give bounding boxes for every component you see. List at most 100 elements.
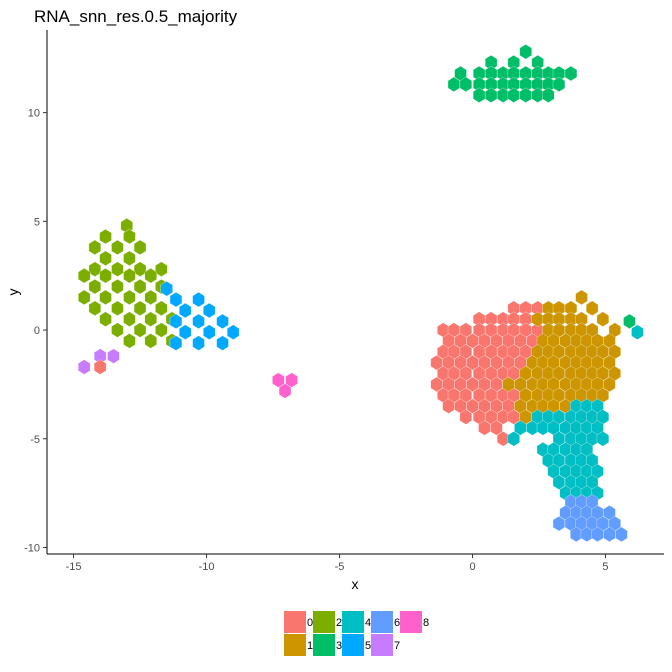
hex-cell-cluster-2 — [88, 300, 101, 316]
hex-cell-cluster-5 — [179, 302, 192, 319]
y-tick-label: -5 — [30, 434, 40, 446]
hex-cell-cluster-3 — [623, 313, 636, 329]
y-tick-label: -10 — [24, 542, 40, 554]
hex-cell-cluster-2 — [133, 261, 147, 277]
hex-cell-cluster-2 — [155, 261, 168, 277]
hex-cell-cluster-2 — [88, 261, 101, 277]
hex-cell-cluster-8 — [285, 372, 298, 388]
y-tick-label: 0 — [34, 325, 40, 337]
legend-key-3 — [313, 634, 335, 656]
hex-cell-cluster-5 — [179, 324, 192, 340]
legend-key-2 — [313, 611, 335, 633]
hex-cell-cluster-2 — [88, 239, 101, 255]
hex-cell-cluster-2 — [123, 250, 136, 266]
legend-key-8 — [400, 611, 422, 633]
hex-cell-cluster-7 — [78, 359, 91, 375]
hex-cell-cluster-1 — [531, 311, 544, 327]
hex-cell-cluster-2 — [78, 289, 91, 305]
legend: 0 1 2 3 4 5 6 7 8 — [284, 611, 429, 656]
x-tick-label: -10 — [199, 561, 215, 573]
hex-cell-cluster-2 — [99, 250, 112, 266]
hex-cell-cluster-2 — [88, 279, 101, 295]
hex-cell-cluster-5 — [203, 324, 216, 340]
x-tick-label: 0 — [469, 561, 475, 573]
hex-cell-cluster-2 — [144, 268, 157, 284]
hex-cell-cluster-3 — [519, 87, 532, 103]
legend-label-5: 5 — [365, 640, 371, 652]
legend-label-2: 2 — [336, 617, 342, 629]
legend-key-5 — [342, 634, 364, 656]
hex-cell-cluster-5 — [169, 335, 183, 351]
hex-cell-cluster-4 — [631, 324, 644, 340]
hex-cell-cluster-2 — [99, 229, 112, 245]
hex-cell-cluster-5 — [203, 302, 216, 319]
hex-cell-cluster-2 — [144, 289, 157, 305]
hex-cell-cluster-1 — [596, 311, 609, 327]
y-tick-label: 10 — [28, 108, 40, 120]
hex-cell-cluster-2 — [123, 289, 136, 305]
hex-cell-cluster-3 — [542, 87, 555, 103]
legend-label-1: 1 — [307, 640, 313, 652]
hex-cell-cluster-5 — [216, 313, 229, 329]
hex-cell-cluster-3 — [459, 76, 472, 92]
hex-cell-cluster-2 — [99, 268, 112, 284]
hex-cell-cluster-0 — [459, 409, 472, 425]
hex-cell-cluster-0 — [490, 420, 503, 436]
hex-cell-cluster-2 — [99, 311, 112, 327]
legend-key-1 — [284, 634, 306, 656]
hex-cell-cluster-0 — [94, 359, 107, 375]
hex-cell-cluster-5 — [169, 292, 183, 308]
hex-cell-cluster-2 — [155, 322, 168, 338]
legend-label-3: 3 — [336, 640, 342, 652]
y-axis-ticks: -10 -5 0 5 10 — [24, 108, 47, 554]
hex-cell-cluster-2 — [133, 300, 147, 316]
hex-cell-cluster-2 — [123, 311, 136, 327]
hex-cell-cluster-2 — [123, 333, 136, 349]
hex-cell-cluster-6 — [615, 526, 628, 542]
hex-cell-cluster-2 — [111, 300, 124, 316]
hex-cell-cluster-3 — [531, 87, 544, 103]
hex-cell-cluster-2 — [111, 239, 124, 255]
hex-cell-cluster-3 — [497, 87, 510, 103]
x-tick-label: 5 — [602, 561, 608, 573]
hex-cell-cluster-3 — [519, 44, 532, 60]
hex-cell-cluster-3 — [485, 87, 498, 103]
legend-key-6 — [371, 611, 393, 633]
hex-cell-cluster-2 — [144, 311, 157, 327]
hex-cell-cluster-2 — [111, 322, 124, 338]
hex-cell-cluster-2 — [123, 229, 136, 245]
hex-cell-cluster-2 — [144, 333, 157, 349]
hex-cell-cluster-5 — [192, 292, 205, 308]
hex-cell-cluster-1 — [603, 376, 616, 392]
legend-key-7 — [371, 634, 393, 656]
x-tick-label: -15 — [66, 561, 82, 573]
hex-cell-cluster-5 — [216, 335, 229, 351]
legend-key-0 — [284, 611, 306, 633]
x-axis-label: x — [352, 576, 359, 592]
hex-cell-cluster-2 — [123, 268, 136, 284]
hex-cell-cluster-8 — [278, 383, 292, 399]
hex-cell-cluster-5 — [169, 313, 183, 329]
legend-key-4 — [342, 611, 364, 633]
hex-cell-cluster-1 — [575, 289, 588, 305]
hex-cell-cluster-1 — [586, 300, 599, 316]
legend-label-0: 0 — [307, 617, 313, 629]
hex-cell-cluster-2 — [155, 300, 168, 316]
hex-cell-cluster-2 — [111, 279, 124, 295]
hex-cell-cluster-2 — [133, 239, 147, 255]
hex-cell-cluster-2 — [111, 261, 124, 277]
hex-cell-cluster-5 — [160, 281, 173, 297]
hex-cell-cluster-3 — [473, 87, 486, 103]
hex-cell-cluster-2 — [133, 322, 147, 338]
hex-cell-cluster-7 — [107, 348, 120, 364]
hex-cell-cluster-8 — [272, 372, 285, 388]
legend-label-6: 6 — [394, 617, 400, 629]
y-axis-label: y — [5, 289, 21, 296]
hex-cell-cluster-3 — [552, 76, 566, 92]
x-tick-label: -5 — [335, 561, 345, 573]
chart-title: RNA_snn_res.0.5_majority — [34, 7, 238, 26]
x-axis-ticks: -15 -10 -5 0 5 — [66, 554, 609, 573]
hex-cell-cluster-2 — [78, 268, 91, 284]
hex-cell-cluster-3 — [507, 87, 520, 103]
